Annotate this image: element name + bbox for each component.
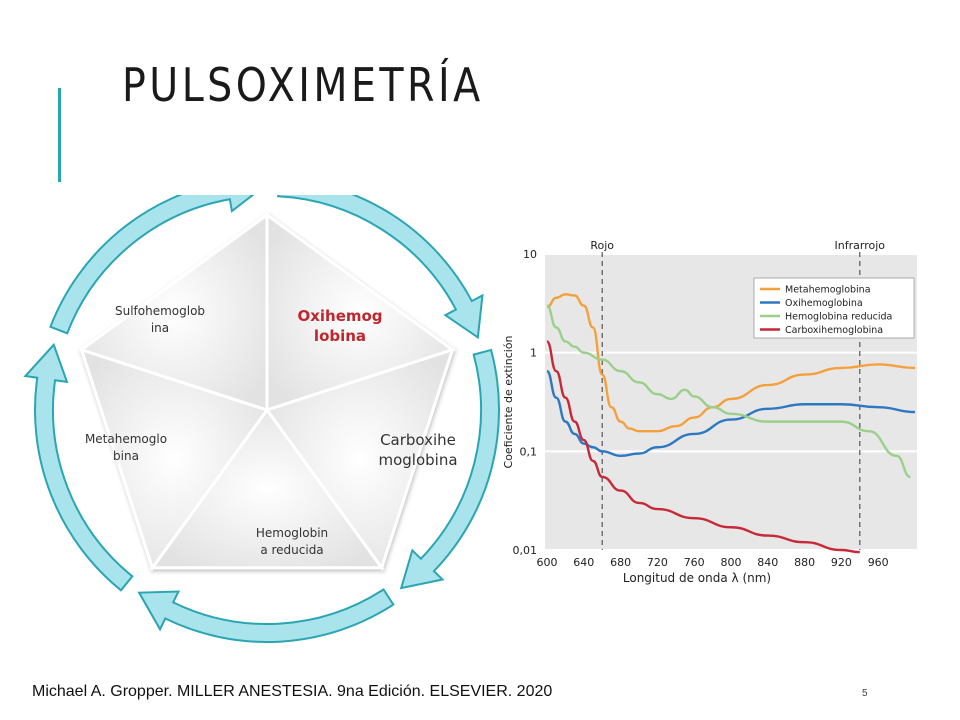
x-tick-label: 680 xyxy=(610,556,631,569)
accent-bar xyxy=(58,88,61,182)
slide-title: PULSOXIMETRÍA xyxy=(122,58,484,112)
series-line xyxy=(546,293,916,433)
cycle-segment-label: Carboxihe moglobina xyxy=(378,431,457,469)
cycle-labels: Oxihemog lobina Carboxihe moglobina Hemoglob… xyxy=(85,304,458,557)
cycle-segments xyxy=(78,212,456,572)
x-tick-label: 800 xyxy=(721,556,742,569)
legend-label: Carboxihemoglobina xyxy=(785,325,883,336)
x-tick-label: 600 xyxy=(537,556,558,569)
cycle-arrow xyxy=(49,195,255,335)
series-line xyxy=(546,369,916,458)
y-tick-label: 10 xyxy=(523,248,537,261)
cycle-arrow xyxy=(23,342,134,592)
chart-axes: 0,01 0,1 1 10 600 640 680 720 760 800 840 880 920 960 xyxy=(513,248,889,569)
cycle-arrow xyxy=(277,195,484,340)
x-tick-label: 880 xyxy=(794,556,815,569)
series-line xyxy=(546,304,911,479)
annotation-label: Infrarrojo xyxy=(835,239,886,252)
cycle-arrows xyxy=(23,195,500,643)
x-tick-label: 920 xyxy=(831,556,852,569)
y-tick-label: 0,01 xyxy=(513,544,538,557)
cycle-segment-label: Oxihemog lobina xyxy=(297,307,382,345)
y-tick-label: 0,1 xyxy=(520,445,538,458)
x-tick-label: 840 xyxy=(757,556,778,569)
cycle-segment-label: Metahemoglo bina xyxy=(85,432,167,463)
series-line xyxy=(545,340,860,554)
legend-label: Hemoglobina reducida xyxy=(785,312,892,323)
legend-label: Metahemoglobina xyxy=(785,285,871,296)
y-axis-label: Coeficiente de extinción xyxy=(502,335,515,468)
legend-box xyxy=(753,277,915,339)
cycle-segment xyxy=(78,212,269,413)
legend-label: Oxihemoglobina xyxy=(785,298,863,309)
cycle-arrow xyxy=(137,588,395,643)
x-axis-label: Longitud de onda λ (nm) xyxy=(623,571,771,585)
cycle-segment-label: Hemoglobin a reducida xyxy=(256,526,328,557)
x-tick-label: 640 xyxy=(573,556,594,569)
x-tick-label: 720 xyxy=(647,556,668,569)
x-tick-label: 960 xyxy=(868,556,889,569)
cycle-arrow xyxy=(399,348,500,590)
x-tick-label: 760 xyxy=(684,556,705,569)
page-number: 5 xyxy=(862,688,868,699)
hemoglobin-cycle-diagram: Oxihemog lobina Carboxihe moglobina Hemoglob… xyxy=(23,195,500,643)
annotation-label: Rojo xyxy=(590,239,614,252)
extinction-chart: 0,01 0,1 1 10 600 640 680 720 760 800 840 880 920 960… xyxy=(502,239,917,585)
citation-footer: Michael A. Gropper. MILLER ANESTESIA. 9n… xyxy=(32,683,553,700)
y-tick-label: 1 xyxy=(530,347,537,360)
chart-series xyxy=(545,293,916,554)
cycle-segment-label: Sulfohemoglob ina xyxy=(115,304,205,335)
chart-legend: Metahemoglobina Oxihemoglobina Hemoglobina… xyxy=(753,277,915,339)
